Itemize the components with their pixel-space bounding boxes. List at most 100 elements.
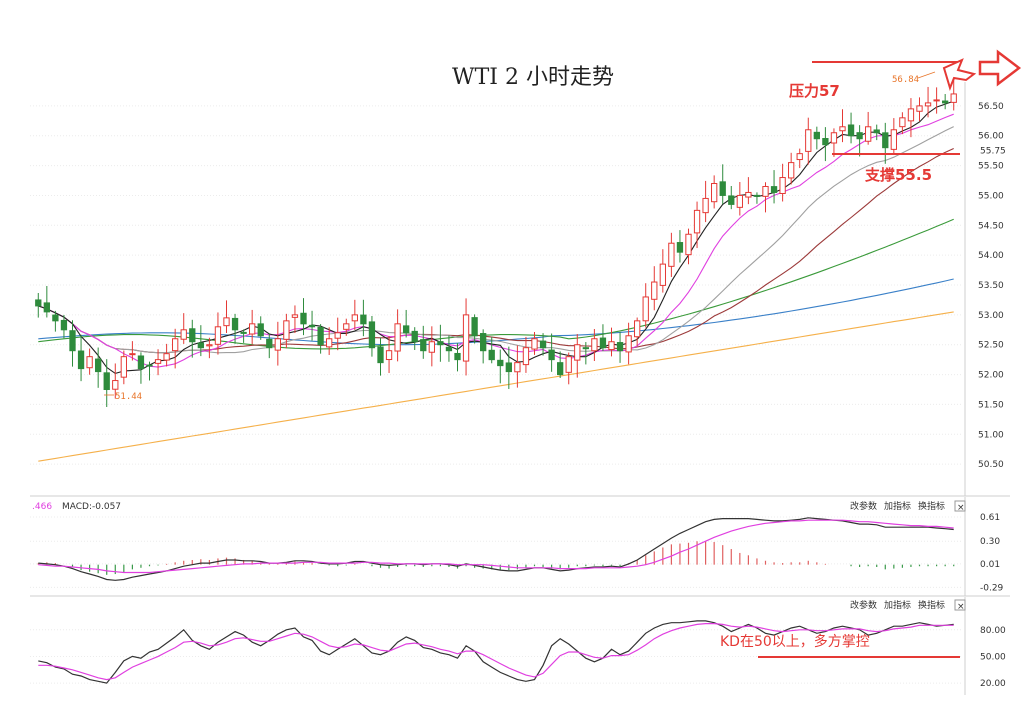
kd-d-line	[38, 623, 954, 681]
candle	[283, 313, 290, 349]
candle	[445, 335, 453, 362]
candle	[813, 126, 820, 150]
price-tick-label: 51.50	[978, 400, 1004, 410]
price-tick-label: 50.50	[978, 460, 1004, 470]
candle	[616, 332, 624, 363]
candle	[69, 320, 76, 367]
candle	[334, 317, 341, 351]
candle	[702, 180, 709, 223]
candle	[60, 314, 68, 339]
candle	[189, 319, 196, 358]
kd-buttons: 改参数 加指标 换指标 ×	[850, 599, 966, 612]
resistance-label: 压力57	[789, 82, 840, 100]
candle	[830, 128, 838, 157]
candle	[86, 348, 93, 375]
candle	[916, 97, 923, 122]
price-tick-label: 56.00	[978, 132, 1004, 142]
annotations: 压力57 支撑55.5 56.84 51.44	[104, 49, 1022, 402]
candle	[882, 122, 889, 164]
candle	[796, 148, 803, 169]
macd-add-button[interactable]: 加指标	[884, 500, 911, 512]
candle	[172, 328, 179, 369]
candle	[471, 314, 478, 344]
candle	[385, 336, 393, 374]
candle	[634, 317, 641, 346]
kd-tick-label: 20.00	[980, 679, 1006, 689]
macd-close-button[interactable]	[954, 500, 966, 512]
candle	[591, 329, 598, 362]
candle	[668, 232, 675, 277]
candle	[856, 125, 863, 157]
macd-param-button[interactable]: 改参数	[850, 500, 877, 512]
price-tick-label: 56.50	[978, 102, 1004, 112]
candle	[420, 325, 427, 359]
macd-dea-line	[38, 519, 954, 574]
candle	[326, 327, 333, 355]
candle	[788, 152, 795, 185]
candle	[240, 329, 247, 343]
candle	[745, 177, 752, 205]
ma20-line	[38, 126, 954, 354]
candle	[206, 337, 213, 359]
candle	[933, 87, 940, 114]
price-tick-label: 52.50	[978, 341, 1004, 351]
candle	[659, 249, 666, 293]
candle	[762, 182, 769, 213]
candle	[505, 346, 512, 389]
price-tick-label: 55.00	[978, 191, 1004, 201]
candle	[873, 124, 880, 141]
close-icon: ×	[957, 602, 965, 612]
candle	[805, 117, 812, 165]
price-tick-label: 54.50	[978, 221, 1004, 231]
candle	[514, 345, 521, 388]
kd-add-button[interactable]: 加指标	[884, 599, 911, 611]
candle	[565, 352, 572, 385]
candle	[693, 201, 701, 249]
macd-pane: .466 MACD:-0.057 改参数 加指标 换指标 × 0.61 0.30 0…	[30, 497, 1010, 597]
candle	[753, 192, 761, 204]
candle	[736, 182, 743, 216]
candle	[728, 186, 735, 210]
candle	[257, 316, 264, 340]
candle	[907, 98, 915, 138]
candle	[522, 336, 530, 373]
price-tick-label: 54.00	[978, 251, 1004, 261]
kd-close-button[interactable]	[954, 599, 966, 611]
candle	[822, 127, 829, 162]
high-marker-label: 56.84	[892, 75, 919, 85]
candle	[847, 112, 855, 144]
candle	[120, 350, 127, 385]
candle	[52, 310, 59, 332]
candle	[266, 333, 273, 359]
macd-swap-button[interactable]: 换指标	[918, 500, 945, 512]
macd-tick-label: 0.61	[980, 513, 1000, 523]
candle	[779, 163, 786, 202]
candle	[274, 321, 281, 366]
candle	[291, 305, 299, 334]
candle	[839, 109, 846, 143]
candle	[223, 300, 230, 333]
candle	[180, 313, 187, 344]
candle	[95, 347, 102, 388]
candle	[368, 315, 376, 357]
price-tick-label: 53.00	[978, 311, 1004, 321]
candle	[35, 293, 42, 318]
price-pane: 56.50 56.00 55.75 55.50 55.00 54.50 54.00 53.50…	[30, 77, 1010, 497]
candle	[103, 359, 110, 407]
chart-title: WTI 2 小时走势	[452, 65, 614, 90]
candle	[608, 327, 615, 357]
price-tick-label: 55.50	[978, 162, 1004, 172]
kd-swap-button[interactable]: 换指标	[918, 599, 945, 611]
candle	[43, 285, 50, 318]
candle	[462, 298, 470, 376]
macd-label: MACD:-0.057	[62, 502, 121, 512]
candle	[154, 349, 162, 376]
candle	[488, 336, 495, 364]
candle	[146, 361, 153, 381]
kd-k-line	[38, 620, 954, 684]
support-label: 支撑55.5	[864, 166, 932, 184]
candle	[950, 77, 957, 111]
candle	[377, 337, 384, 376]
close-icon: ×	[957, 503, 965, 513]
kd-param-button[interactable]: 改参数	[850, 599, 877, 611]
